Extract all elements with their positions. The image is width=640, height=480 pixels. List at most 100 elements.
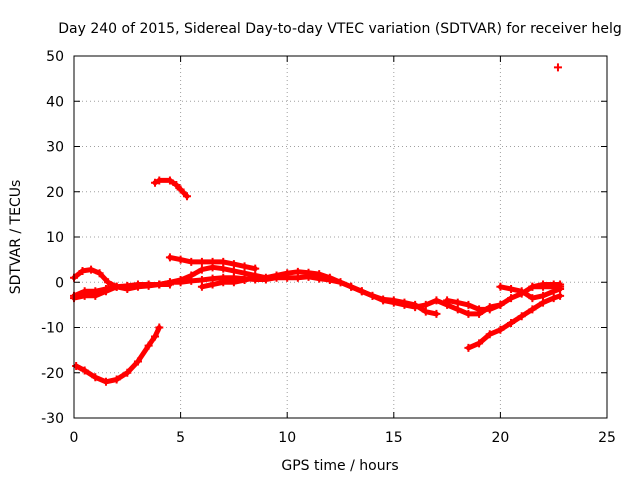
y-tick-label: 40 [46, 94, 64, 110]
x-tick-label: 25 [598, 430, 616, 446]
x-tick-label: 10 [278, 430, 296, 446]
data-point [485, 330, 494, 339]
data-point [91, 291, 100, 300]
data-point [453, 298, 462, 307]
series-track-d [165, 253, 260, 273]
data-point [475, 339, 484, 348]
data-point [80, 291, 89, 300]
data-point [475, 305, 484, 314]
data-point [219, 278, 228, 287]
data-point [155, 280, 164, 289]
data-point [219, 264, 228, 273]
data-point [517, 287, 526, 296]
data-point [556, 291, 565, 300]
data-point [251, 264, 260, 273]
y-tick-label: 10 [46, 230, 64, 246]
y-tick-label: 20 [46, 185, 64, 201]
series-track-c [70, 280, 174, 303]
data-point [197, 282, 206, 291]
data-point [517, 312, 526, 321]
plot-frame [73, 55, 608, 419]
data-point [293, 273, 302, 282]
data-point [176, 185, 185, 194]
data-point [539, 291, 548, 300]
y-tick-label: -30 [41, 411, 64, 427]
data-point [197, 275, 206, 284]
data-point [507, 318, 516, 327]
data-point [325, 275, 334, 284]
data-point [155, 323, 164, 332]
data-point [91, 373, 100, 382]
y-tick-label: -10 [41, 321, 64, 337]
data-point [165, 253, 174, 262]
data-point [357, 287, 366, 296]
data-point [272, 273, 281, 282]
data-point [176, 278, 185, 287]
data-point [78, 266, 87, 275]
data-point [379, 296, 388, 305]
data-point [101, 287, 110, 296]
data-point [485, 305, 494, 314]
series-track-h [443, 296, 505, 314]
data-point [123, 281, 132, 290]
data-point [95, 269, 104, 278]
series-band [73, 325, 162, 385]
data-point [507, 294, 516, 303]
data-point [432, 296, 441, 305]
x-tick-label: 5 [176, 430, 185, 446]
data-point [80, 366, 89, 375]
data-point [165, 176, 174, 185]
data-point [421, 300, 430, 309]
series-band [465, 293, 563, 351]
data-point [464, 343, 473, 352]
x-tick-label: 20 [491, 430, 509, 446]
x-tick-label: 15 [385, 430, 403, 446]
data-point [112, 282, 121, 291]
data-point [155, 176, 164, 185]
data-point [229, 266, 238, 275]
data-point [283, 273, 292, 282]
data-point [197, 257, 206, 266]
data-point [165, 280, 174, 289]
data-point [133, 357, 142, 366]
data-point [389, 298, 398, 307]
data-point [123, 368, 132, 377]
data-point [432, 309, 441, 318]
data-point [219, 257, 228, 266]
series-band [71, 282, 173, 301]
data-point [400, 300, 409, 309]
y-tick-label: 30 [46, 140, 64, 156]
data-point [368, 291, 377, 300]
data-point [187, 276, 196, 285]
data-point [240, 262, 249, 271]
data-point [240, 275, 249, 284]
data-point [539, 282, 548, 291]
data-point [421, 307, 430, 316]
data-point [144, 280, 153, 289]
y-axis-title: SDTVAR / TECUs [8, 180, 24, 295]
y-tick-label: -20 [41, 366, 64, 382]
data-point [553, 63, 562, 72]
data-point [528, 282, 537, 291]
series-track-e [197, 273, 260, 291]
data-point [496, 282, 505, 291]
data-point [304, 272, 313, 281]
data-point [208, 257, 217, 266]
data-point [464, 300, 473, 309]
data-point [549, 294, 558, 303]
data-point [101, 377, 110, 386]
series-track-i [464, 291, 565, 352]
data-point [453, 305, 462, 314]
data-point [507, 285, 516, 294]
x-axis-title: GPS time / hours [281, 458, 398, 474]
data-point [151, 178, 160, 187]
data-point [197, 265, 206, 274]
y-tick-label: 50 [46, 49, 64, 65]
data-point [315, 274, 324, 283]
data-point [104, 278, 113, 287]
data-point [229, 278, 238, 287]
data-point [347, 282, 356, 291]
data-point [176, 255, 185, 264]
